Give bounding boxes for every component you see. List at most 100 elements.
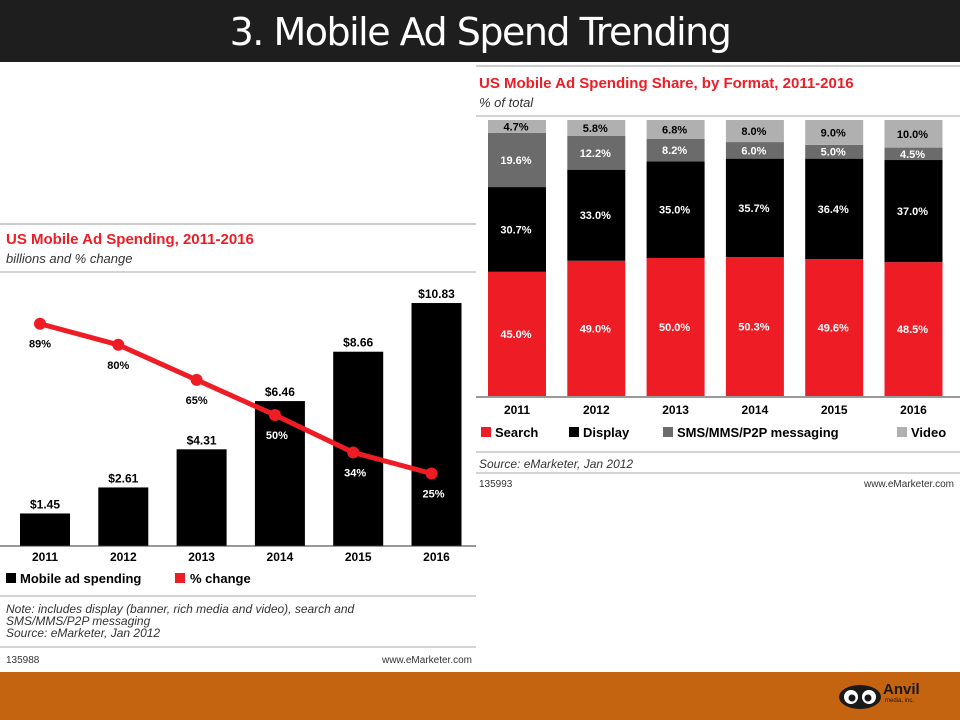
pct-change-point <box>190 373 203 386</box>
spending-value-label: $8.66 <box>343 336 373 350</box>
chart-id: 135988 <box>6 655 40 666</box>
chart-title: US Mobile Ad Spending, 2011-2016 <box>6 231 254 248</box>
x-tick-label: 2014 <box>267 550 294 564</box>
display-value-label: 35.7% <box>738 203 769 215</box>
messaging-value-label: 19.6% <box>500 155 531 167</box>
x-tick-label: 2012 <box>110 550 137 564</box>
messaging-value-label: 8.2% <box>662 145 687 157</box>
pct-change-label: 34% <box>344 467 366 479</box>
legend-display-label: Display <box>583 425 630 440</box>
pct-change-point <box>347 446 360 459</box>
video-value-label: 6.8% <box>662 124 687 136</box>
search-value-label: 45.0% <box>500 329 531 341</box>
messaging-segment <box>646 138 705 162</box>
search-value-label: 48.5% <box>897 324 928 336</box>
messaging-value-label: 4.5% <box>900 149 925 161</box>
search-value-label: 50.0% <box>659 322 690 334</box>
search-segment <box>646 258 705 396</box>
pct-change-line <box>39 321 433 476</box>
video-segment <box>646 120 705 139</box>
display-value-label: 36.4% <box>818 204 849 216</box>
video-value-label: 10.0% <box>897 129 928 141</box>
x-tick-label: 2012 <box>583 403 610 417</box>
display-segment <box>646 161 705 258</box>
search-value-label: 50.3% <box>738 322 769 334</box>
legend-messaging-swatch <box>663 427 673 437</box>
chart-watermark: www.eMarketer.com <box>863 479 954 490</box>
footer-bar <box>0 672 960 720</box>
chart-note-line: Source: eMarketer, Jan 2012 <box>6 626 160 640</box>
search-segment <box>725 257 784 396</box>
display-segment <box>805 158 864 260</box>
x-tick-label: 2011 <box>32 550 58 564</box>
pct-change-point <box>268 409 281 421</box>
spending-value-label: $6.46 <box>265 385 295 399</box>
x-tick-label: 2013 <box>188 550 215 564</box>
display-segment <box>884 160 943 263</box>
legend-messaging-label: SMS/MMS/P2P messaging <box>677 425 839 440</box>
pct-change-point <box>425 467 438 480</box>
video-value-label: 9.0% <box>821 127 846 139</box>
messaging-segment <box>805 144 864 159</box>
legend-search-label: Search <box>495 425 538 440</box>
display-value-label: 33.0% <box>580 210 611 222</box>
ad-spending-share-svg: US Mobile Ad Spending Share, by Format, … <box>476 65 960 490</box>
messaging-segment <box>567 136 626 170</box>
search-segment <box>884 262 943 396</box>
display-segment <box>725 158 784 258</box>
spending-bar <box>254 401 305 546</box>
video-value-label: 5.8% <box>583 123 608 135</box>
pct-change-point <box>34 317 46 330</box>
logo-tagline: media, inc. <box>885 698 915 704</box>
logo-name: Anvil <box>883 681 920 698</box>
legend-label-change: % change <box>190 571 251 586</box>
chart-note-line: Note: includes display (banner, rich med… <box>6 602 355 616</box>
display-value-label: 30.7% <box>500 224 531 236</box>
video-segment <box>488 120 546 133</box>
legend-video-label: Video <box>911 425 946 440</box>
search-segment <box>805 259 864 396</box>
video-segment <box>805 120 864 145</box>
messaging-segment <box>488 132 546 188</box>
legend-video-swatch <box>897 427 907 437</box>
chart-source: Source: eMarketer, Jan 2012 <box>479 457 633 471</box>
search-value-label: 49.0% <box>580 323 611 335</box>
x-tick-label: 2016 <box>423 550 450 564</box>
x-tick-label: 2015 <box>345 550 372 564</box>
x-tick-label: 2016 <box>900 403 927 417</box>
display-segment <box>488 187 546 272</box>
x-tick-label: 2011 <box>504 403 530 417</box>
chart-watermark: www.eMarketer.com <box>381 655 472 666</box>
messaging-value-label: 12.2% <box>580 148 611 160</box>
title-bar <box>0 0 960 62</box>
legend-search-swatch <box>481 427 491 437</box>
spending-value-label: $1.45 <box>30 497 60 511</box>
messaging-segment <box>725 142 784 159</box>
spending-bar <box>98 487 149 546</box>
mobile-ad-spending-svg: US Mobile Ad Spending, 2011-2016 billions… <box>0 223 476 666</box>
display-value-label: 35.0% <box>659 205 690 217</box>
anvil-eyes-icon <box>839 685 881 709</box>
spending-bar <box>411 303 462 546</box>
legend-swatch-spending <box>6 573 16 583</box>
pct-change-point <box>112 338 125 351</box>
legend-swatch-change <box>175 573 185 583</box>
spending-value-label: $2.61 <box>108 471 138 485</box>
slide-title: 3. Mobile Ad Spend Trending <box>229 10 732 54</box>
video-segment <box>884 120 943 148</box>
chart-title: US Mobile Ad Spending Share, by Format, … <box>479 75 854 92</box>
legend-label-spending: Mobile ad spending <box>20 571 141 586</box>
spending-bar <box>20 513 70 546</box>
pct-change-label: 25% <box>422 489 444 501</box>
spending-bar <box>176 449 227 546</box>
messaging-value-label: 6.0% <box>741 145 766 157</box>
messaging-value-label: 5.0% <box>821 147 846 159</box>
x-tick-label: 2014 <box>742 403 769 417</box>
pct-change-label: 80% <box>107 360 129 372</box>
pct-change-label: 65% <box>186 395 208 407</box>
display-value-label: 37.0% <box>897 206 928 218</box>
pct-change-label: 50% <box>266 430 288 442</box>
video-value-label: 8.0% <box>741 126 766 138</box>
video-value-label: 4.7% <box>503 121 528 133</box>
chart-subtitle: billions and % change <box>6 251 132 266</box>
